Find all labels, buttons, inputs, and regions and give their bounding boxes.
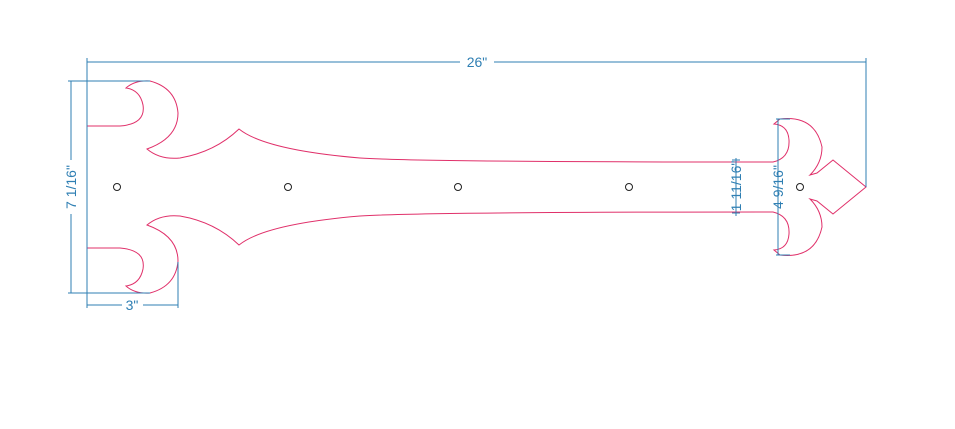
dimension-label: 3" [126,297,139,313]
dimension-lobe-width: 3" [87,262,179,313]
hinge-outline [86,80,867,294]
dimension-overall-height: 7 1/16" [63,80,150,294]
dimension-label: 1 11/16" [728,161,744,212]
dimension-right-end-height: 4 9/16" [770,118,790,256]
dimension-strap-width: 1 11/16" [728,158,744,216]
dimension-overall-length: 26" [86,54,867,308]
screw-hole [284,183,292,191]
dimension-label: 26" [467,54,488,70]
screw-hole [113,183,121,191]
dimension-label: 4 9/16" [770,165,786,209]
screw-hole [625,183,633,191]
dimension-label: 7 1/16" [63,165,79,209]
screw-hole [796,183,804,191]
screw-hole [454,183,462,191]
